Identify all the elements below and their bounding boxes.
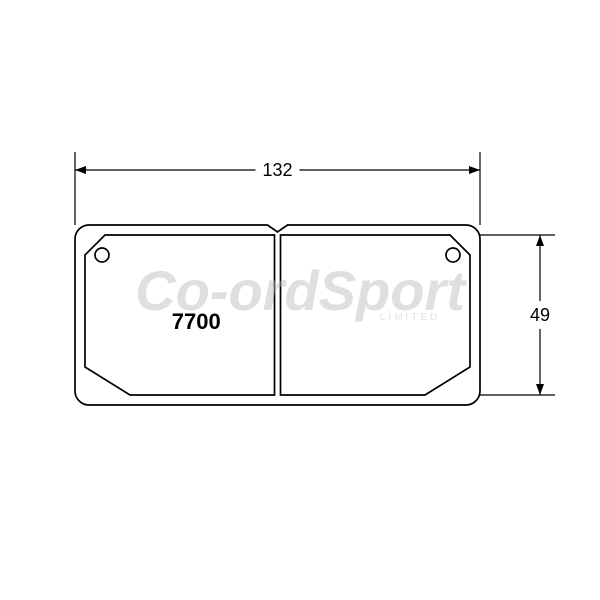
width-dimension: 132	[262, 160, 292, 180]
watermark-sub: LIMITED	[380, 312, 440, 323]
brake-pad-diagram: Co-ordSportLIMITED770013249	[0, 0, 600, 600]
mounting-hole-left	[95, 248, 109, 262]
part-number: 7700	[172, 309, 221, 334]
height-dimension: 49	[530, 305, 550, 325]
